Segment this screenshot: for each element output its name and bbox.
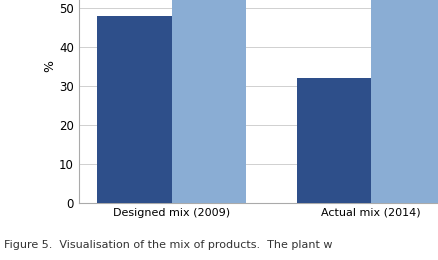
Y-axis label: %: % bbox=[43, 60, 57, 72]
Bar bbox=[371, 0, 438, 203]
Text: Figure 5.  Visualisation of the mix of products.  The plant w: Figure 5. Visualisation of the mix of pr… bbox=[4, 240, 333, 250]
Bar bbox=[97, 16, 172, 203]
Bar bbox=[297, 78, 371, 203]
Bar bbox=[172, 0, 246, 203]
